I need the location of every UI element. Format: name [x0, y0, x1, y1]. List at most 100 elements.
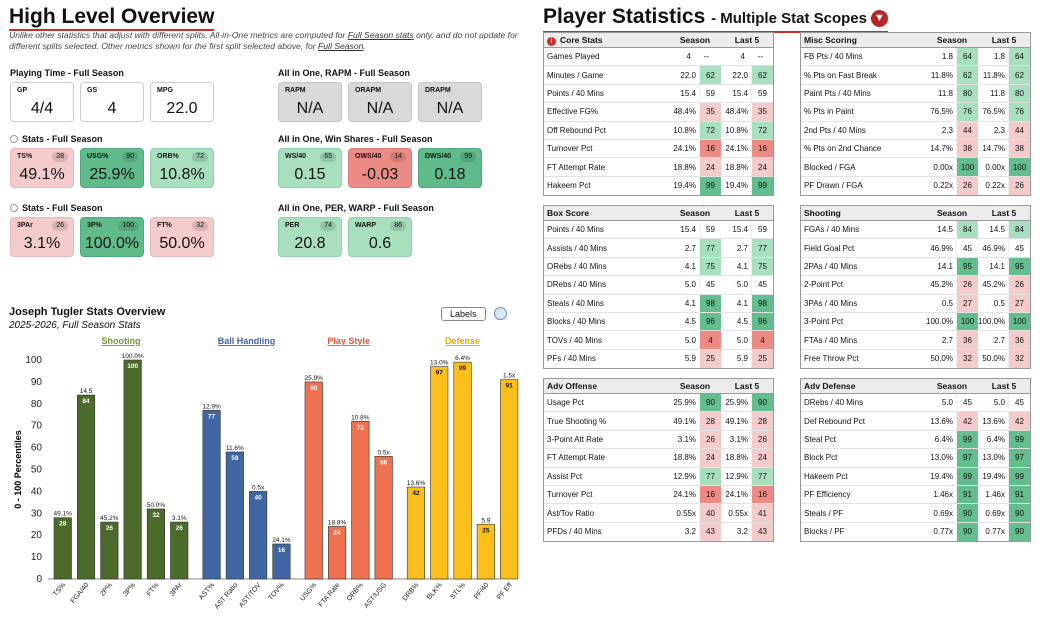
- stat-name: ORebs / 40 Mins: [547, 261, 607, 271]
- last5-percentile: 59: [751, 84, 773, 103]
- bar-percentile-label: 100: [127, 363, 138, 370]
- season-percentile: 76: [956, 103, 978, 121]
- season-value: 48.4%: [673, 107, 696, 117]
- stat-card-label: WS/40: [285, 153, 307, 160]
- col-season: Season: [679, 35, 711, 45]
- table-header: Adv Defense Season Last 5: [801, 379, 1030, 394]
- table-row: Def Rebound Pct 13.6% 42 13.6% 42: [801, 412, 1030, 431]
- table-row: True Shooting % 49.1% 28 49.1% 28: [544, 412, 773, 431]
- stat-card-label: RAPM: [285, 87, 306, 94]
- x-tick-label: FGA/40: [70, 582, 91, 605]
- bar-percentile-label: 16: [278, 547, 286, 554]
- table-row: DRebs / 40 Mins 5.0 45 5.0 45: [544, 276, 773, 295]
- stats-table-misc: Misc Scoring Season Last 5 FB Pts / 40 Mins…: [800, 32, 1031, 197]
- table-header: Adv Offense Season Last 5: [544, 379, 773, 394]
- stat-name: Points / 40 Mins: [547, 88, 604, 98]
- radio-icon[interactable]: [10, 204, 18, 212]
- stat-name: Steal Pct: [804, 434, 837, 444]
- season-percentile: 90: [956, 522, 978, 542]
- stat-name: Hakeem Pct: [804, 471, 848, 481]
- stat-name: Blocks / 40 Mins: [547, 317, 606, 327]
- player-stats-title: Player Statistics - Multiple Stat Scopes…: [543, 5, 888, 33]
- stat-name: % Pts in Paint: [804, 107, 854, 117]
- table-row: Hakeem Pct 19.4% 99 19.4% 99: [801, 467, 1030, 486]
- labels-button[interactable]: Labels: [441, 307, 486, 321]
- overview-disclaimer: Unlike other statistics that adjust with…: [9, 30, 518, 51]
- stat-name: 3-Point Att Rate: [547, 434, 604, 444]
- stat-card-usg-: USG% 90 25.9%: [80, 148, 144, 188]
- table-title: Adv Defense: [801, 381, 926, 391]
- season-percentile: 100: [956, 158, 978, 176]
- bar: [249, 491, 268, 580]
- table-row: TOVs / 40 Mins 5.0 4 5.0 4: [544, 331, 773, 350]
- stat-card-label: MPG: [157, 87, 173, 94]
- season-percentile: 16: [699, 139, 721, 158]
- group-label: Defense: [445, 336, 480, 346]
- table-row: Minutes / Game 22.0 62 22.0 62: [544, 66, 773, 85]
- x-tick-label: AST Ratio: [214, 582, 240, 611]
- bar: [225, 451, 244, 580]
- stat-name: Games Played: [547, 52, 600, 62]
- stat-name: FB Pts / 40 Mins: [804, 52, 863, 62]
- last5-percentile: 43: [751, 522, 773, 542]
- last5-percentile: 62: [751, 66, 773, 84]
- stat-card-gs: GS 4: [80, 82, 144, 122]
- stats-overview-chart: 0 10 20 30 40 50 60 70 80 90 100 0 - 100 Percentile…: [13, 336, 519, 611]
- last5-value: 5.0: [736, 280, 748, 290]
- season-value: 14.5: [937, 225, 953, 235]
- stat-name: PFDs / 40 Mins: [547, 527, 602, 537]
- last5-percentile: 72: [751, 121, 773, 139]
- info-icon[interactable]: i: [547, 36, 556, 46]
- season-percentile: 99: [956, 467, 978, 485]
- last5-percentile: 41: [751, 504, 773, 522]
- x-tick-label: FTA Rate: [318, 582, 342, 609]
- season-percentile: 75: [699, 257, 721, 276]
- download-icon[interactable]: ▼: [870, 10, 888, 27]
- last5-percentile: 98: [751, 294, 773, 312]
- table-row: DRebs / 40 Mins 5.0 45 5.0 45: [801, 394, 1030, 413]
- last5-value: 0.55x: [728, 508, 748, 518]
- radio-icon[interactable]: [10, 135, 18, 143]
- stat-card-3par: 3PAr 26 3.1%: [10, 217, 74, 257]
- season-percentile: 84: [956, 221, 978, 239]
- season-percentile: 27: [956, 294, 978, 312]
- stat-name: Turnover Pct: [547, 144, 593, 154]
- stat-name: Field Goal Pct: [804, 243, 855, 253]
- season-value: 5.0: [684, 335, 696, 345]
- stat-name: 2-Point Pct: [804, 280, 844, 290]
- stat-card-value: 10.8%: [159, 166, 205, 183]
- percentile-badge: 90: [122, 152, 138, 162]
- last5-value: 3.2: [736, 527, 748, 537]
- labels-toggle[interactable]: [494, 307, 507, 320]
- table-row: Off Rebound Pct 10.8% 72 10.8% 72: [544, 121, 773, 140]
- full-season-stats-link[interactable]: Full Season stats: [347, 30, 414, 40]
- last5-value: 5.0: [736, 335, 748, 345]
- last5-value: 14.7%: [982, 144, 1005, 154]
- full-season-link[interactable]: Full Season: [318, 41, 364, 51]
- y-tick-label: 0: [36, 574, 42, 585]
- stat-name: Steals / 40 Mins: [547, 298, 604, 308]
- last5-percentile: 99: [1008, 467, 1030, 485]
- season-percentile: 36: [956, 331, 978, 349]
- last5-value: 0.00x: [985, 162, 1005, 172]
- bar-percentile-label: 91: [506, 383, 514, 390]
- season-value: 18.8%: [673, 453, 696, 463]
- percentile-badge: 100: [118, 221, 138, 231]
- season-percentile: 4: [699, 331, 721, 349]
- last5-value: 14.1: [989, 261, 1005, 271]
- bar-value-label: 3.1%: [172, 515, 187, 522]
- bar-value-label: 14.5: [80, 388, 93, 395]
- stat-card-label: OWS/40: [355, 153, 382, 160]
- last5-value: 5.9: [736, 354, 748, 364]
- table-row: Paint Pts / 40 Mins 11.8 80 11.8 80: [801, 84, 1030, 104]
- table-row: PFs / 40 Mins 5.9 25 5.9 25: [544, 349, 773, 369]
- bar: [430, 366, 449, 580]
- table-row: 2-Point Pct 45.2% 26 45.2% 26: [801, 276, 1030, 295]
- col-season: Season: [936, 208, 968, 218]
- stat-card-value: N/A: [366, 100, 394, 117]
- stat-card-label: GP: [17, 87, 28, 94]
- percentile-badge: 14: [390, 152, 406, 162]
- x-tick-label: PF/40: [473, 582, 490, 601]
- season-value: 15.4: [680, 225, 696, 235]
- bar-percentile-label: 56: [380, 459, 388, 466]
